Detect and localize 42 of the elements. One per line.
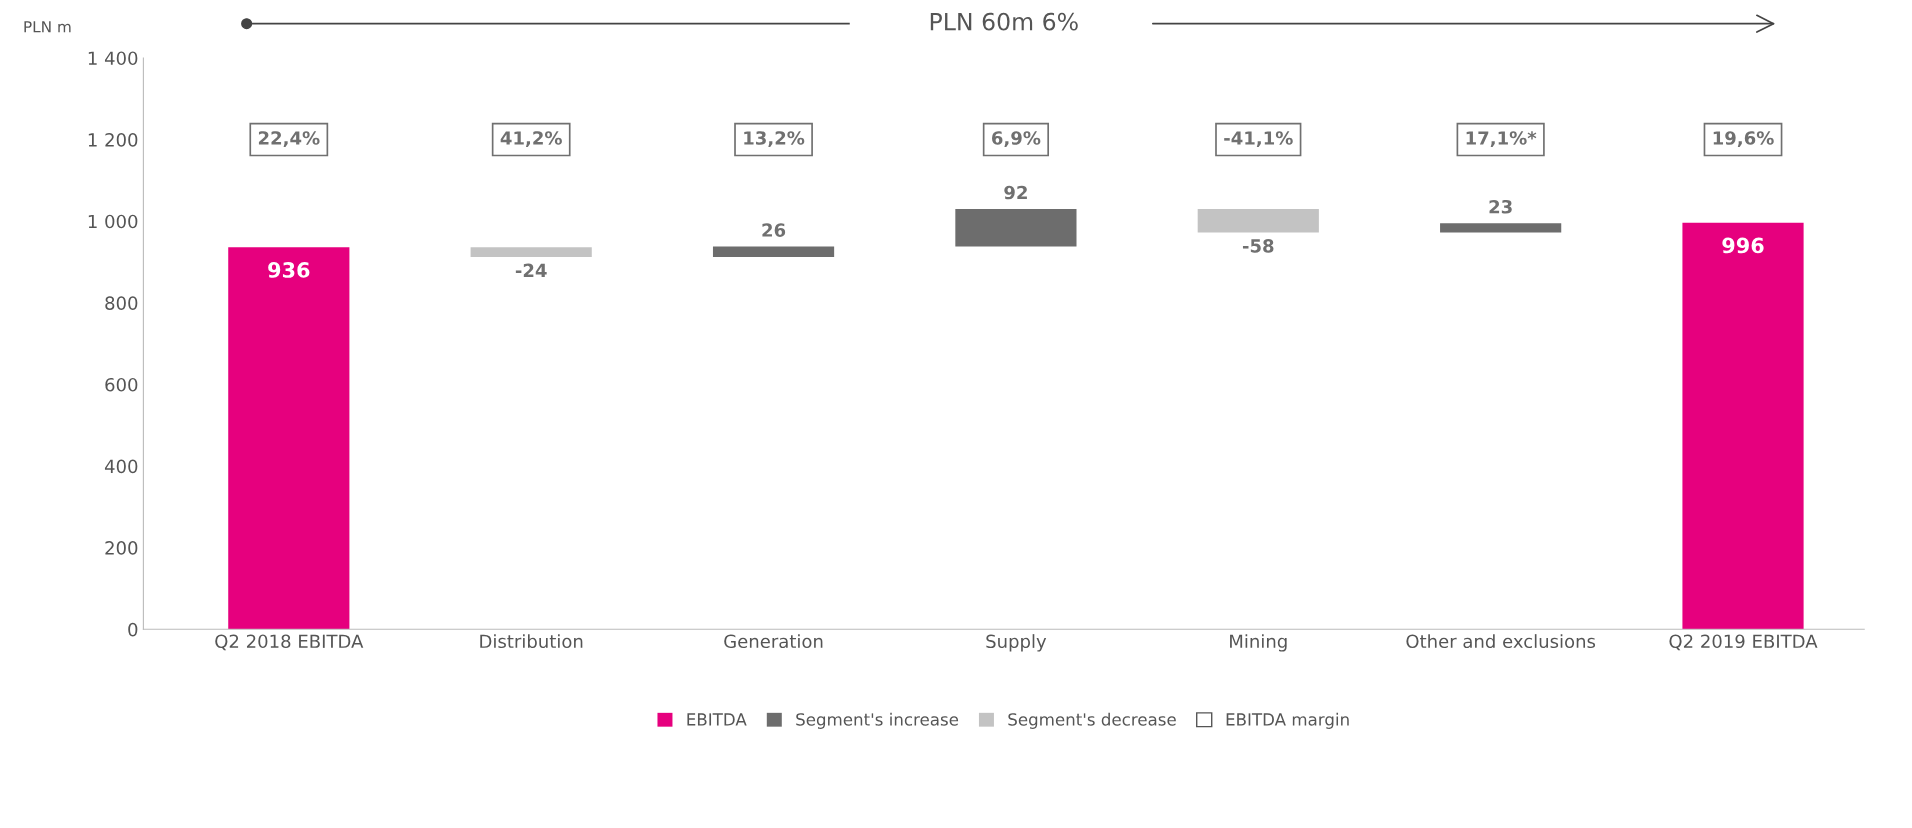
y-tick-label: 1 200 [88,133,138,147]
x-tick-label: Other and exclusions [1406,634,1596,649]
y-tick-label: 800 [105,296,138,310]
annotation: 41,2% [500,131,562,148]
x-tick-label: Q2 2018 EBITDA [215,634,364,651]
data-label: -58 [1242,239,1274,253]
text: Segment's increase [796,712,959,729]
data-label: 936 [268,262,310,278]
y-axis-title: PLN m [24,21,71,33]
x-tick-label: Supply [986,634,1047,652]
text: PLN 60m 6% [930,12,1078,31]
data-label: 92 [1004,185,1027,200]
text: EBITDA margin [1226,712,1349,729]
y-tick-label: 200 [105,541,138,555]
data-label: 26 [762,223,786,237]
annotation: 17,1%* [1466,131,1537,148]
x-tick-label: Generation [724,634,823,649]
bar [1682,222,1804,630]
text: Segment's decrease [1008,712,1176,729]
bar [955,208,1077,247]
x-tick-label: Distribution [480,634,583,649]
y-tick-label: 0 [128,622,138,637]
data-label: 23 [1489,199,1512,214]
bar [1197,208,1319,233]
bar [1440,223,1562,233]
annotation: 13,2% [744,131,805,148]
annotation: 22,4% [258,131,320,148]
bar [470,247,592,258]
y-tick-label: 1 400 [88,51,138,66]
y-tick-label: 400 [104,459,138,474]
x-tick-label: Mining [1230,634,1287,652]
text: EBITDA [687,713,747,726]
data-label: 996 [1722,237,1764,254]
annotation: 6,9% [992,131,1041,148]
x-tick-label: Q2 2019 EBITDA [1669,634,1818,651]
y-tick-label: 600 [105,377,138,392]
annotation: 19,6% [1713,131,1774,148]
data-label: -24 [515,263,547,277]
annotation: -41,1% [1224,131,1293,148]
bar [228,247,350,630]
y-tick-label: 1 000 [88,214,138,229]
bar [712,246,835,258]
